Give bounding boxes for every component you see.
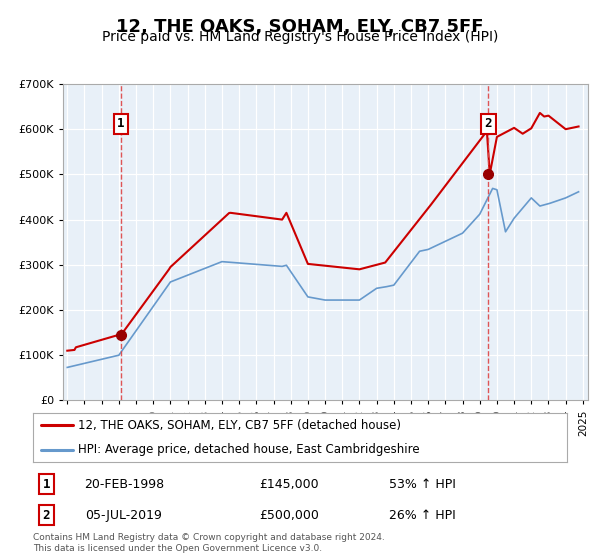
Text: Contains HM Land Registry data © Crown copyright and database right 2024.
This d: Contains HM Land Registry data © Crown c… [33,533,385,553]
Text: HPI: Average price, detached house, East Cambridgeshire: HPI: Average price, detached house, East… [79,443,420,456]
Text: 05-JUL-2019: 05-JUL-2019 [85,509,162,522]
Text: 20-FEB-1998: 20-FEB-1998 [84,478,164,491]
Text: £500,000: £500,000 [259,509,319,522]
Text: 26% ↑ HPI: 26% ↑ HPI [389,509,456,522]
Text: 53% ↑ HPI: 53% ↑ HPI [389,478,456,491]
Text: 12, THE OAKS, SOHAM, ELY, CB7 5FF: 12, THE OAKS, SOHAM, ELY, CB7 5FF [116,18,484,36]
Text: 12, THE OAKS, SOHAM, ELY, CB7 5FF (detached house): 12, THE OAKS, SOHAM, ELY, CB7 5FF (detac… [79,418,401,432]
Text: £145,000: £145,000 [260,478,319,491]
Text: Price paid vs. HM Land Registry's House Price Index (HPI): Price paid vs. HM Land Registry's House … [102,30,498,44]
Text: 2: 2 [485,117,492,130]
Text: 1: 1 [43,478,50,491]
Text: 2: 2 [43,509,50,522]
Text: 1: 1 [118,117,125,130]
